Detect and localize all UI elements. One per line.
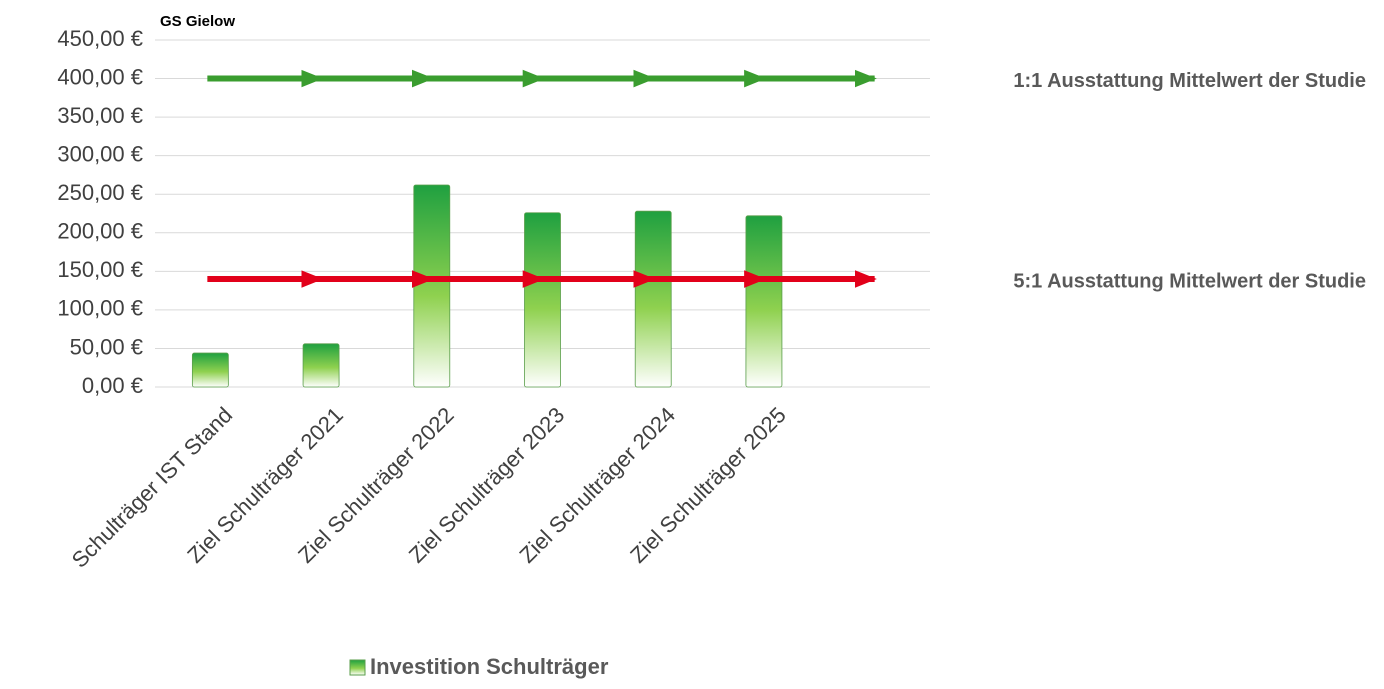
- legend-swatch: [349, 659, 366, 676]
- y-tick-label: 400,00 €: [57, 64, 143, 89]
- y-tick-label: 300,00 €: [57, 141, 143, 166]
- bar: [745, 215, 783, 388]
- bar: [302, 343, 340, 388]
- y-tick-label: 100,00 €: [57, 296, 143, 321]
- y-tick-label: 150,00 €: [57, 257, 143, 282]
- y-tick-label: 350,00 €: [57, 103, 143, 128]
- chart-title: GS Gielow: [160, 13, 235, 30]
- bar: [191, 352, 229, 388]
- legend-label: Investition Schulträger: [370, 654, 609, 679]
- y-tick-label: 450,00 €: [57, 26, 143, 51]
- y-tick-label: 0,00 €: [82, 373, 143, 398]
- y-tick-label: 250,00 €: [57, 180, 143, 205]
- y-tick-label: 50,00 €: [70, 334, 143, 359]
- series-label: 1:1 Ausstattung Mittelwert der Studie: [1013, 70, 1366, 92]
- y-tick-label: 200,00 €: [57, 219, 143, 244]
- bar: [524, 212, 561, 388]
- bar: [413, 184, 451, 388]
- bar: [634, 210, 672, 388]
- series-label: 5:1 Ausstattung Mittelwert der Studie: [1013, 270, 1366, 292]
